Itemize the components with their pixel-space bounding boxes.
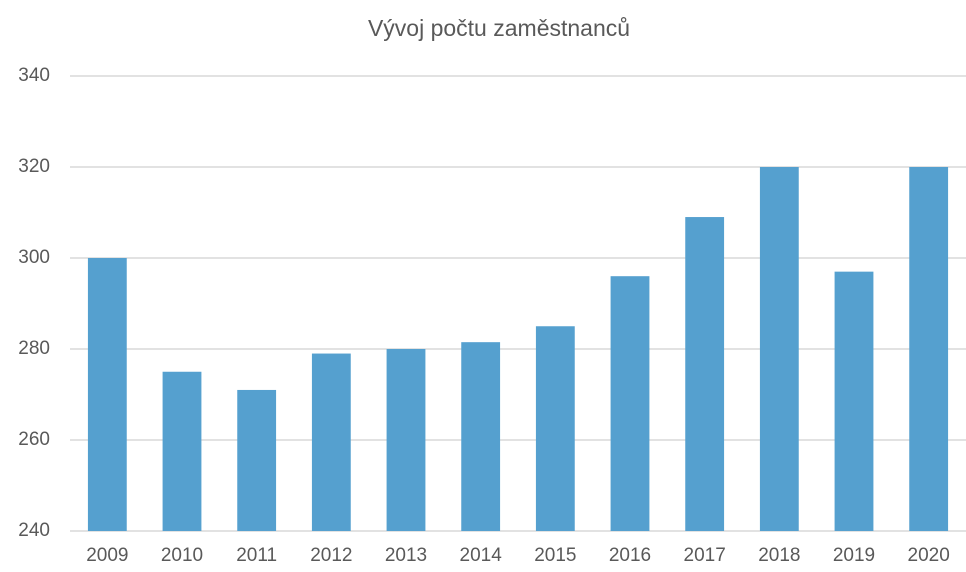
y-tick-label: 340	[18, 65, 50, 86]
bar	[759, 167, 799, 531]
x-tick-label: 2009	[86, 545, 128, 566]
chart-title: Vývoj počtu zaměstnanců	[368, 15, 630, 41]
bar	[237, 389, 277, 531]
x-tick-label: 2014	[460, 545, 503, 566]
bar	[386, 349, 426, 531]
y-tick-label: 320	[18, 156, 50, 177]
bar	[311, 353, 351, 531]
bar	[834, 271, 874, 531]
bar	[535, 326, 575, 531]
x-tick-label: 2011	[236, 545, 277, 566]
bar	[909, 167, 949, 531]
x-tick-label: 2019	[833, 545, 875, 566]
bar	[610, 276, 650, 531]
y-tick-label: 300	[18, 247, 50, 268]
y-tick-label: 240	[18, 520, 50, 541]
bar	[685, 217, 725, 532]
x-tick-label: 2016	[609, 545, 651, 566]
y-tick-label: 280	[18, 338, 50, 359]
x-tick-label: 2010	[161, 545, 203, 566]
x-tick-label: 2012	[310, 545, 352, 566]
x-tick-label: 2013	[385, 545, 427, 566]
x-tick-label: 2017	[684, 545, 726, 566]
x-tick-label: 2018	[758, 545, 800, 566]
bar	[461, 342, 501, 531]
y-tick-label: 260	[18, 429, 50, 450]
x-tick-label: 2020	[908, 545, 950, 566]
bar	[87, 258, 127, 531]
bar	[162, 371, 202, 531]
x-tick-label: 2015	[534, 545, 576, 566]
